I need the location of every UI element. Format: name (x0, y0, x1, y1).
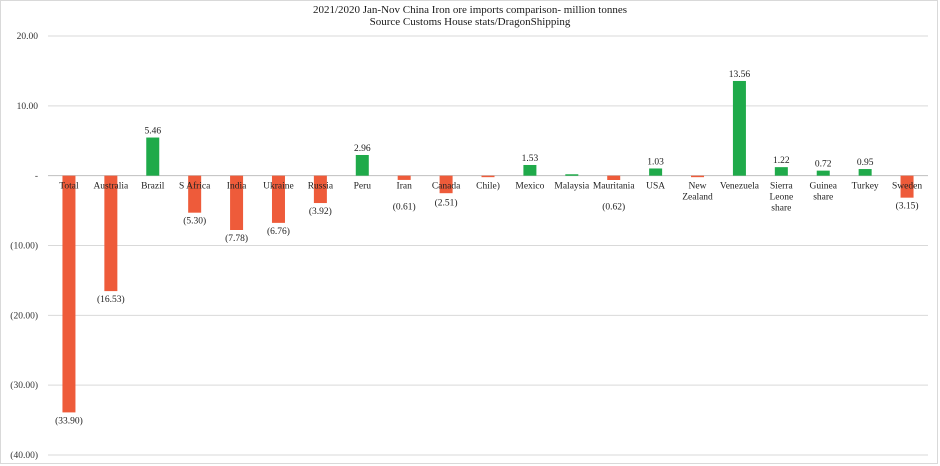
bar (230, 175, 244, 230)
category-label-line: Venezuela (720, 182, 760, 192)
y-tick-label: (20.00) (10, 310, 38, 321)
data-label: 2.96 (354, 144, 371, 154)
data-label: 0.72 (815, 160, 832, 170)
data-label: (2.51) (435, 198, 458, 209)
chart-subtitle: Source Customs House stats/DragonShippin… (369, 16, 571, 28)
bar (649, 168, 663, 176)
category-label-line: Mexico (515, 182, 544, 192)
bar (816, 170, 830, 176)
data-label: (3.15) (896, 201, 919, 212)
bar (355, 154, 369, 176)
category-label-line: Brazil (141, 182, 165, 192)
category-label: Brazil (141, 182, 165, 192)
data-label: 1.03 (647, 157, 664, 167)
bar (732, 80, 746, 176)
bar (481, 175, 495, 178)
y-tick-label: 10.00 (17, 102, 39, 112)
category-label: Canada (432, 182, 461, 192)
bar (62, 175, 76, 413)
category-label: New Zealand (682, 182, 713, 203)
bar (104, 175, 118, 292)
category-label-line: Australia (93, 182, 129, 192)
data-label: (0.62) (602, 202, 625, 213)
data-label: (3.92) (309, 206, 332, 217)
category-label-line: New (689, 182, 707, 192)
category-label-line: India (227, 182, 247, 192)
category-label: Iran (397, 182, 413, 192)
category-label: S Africa (179, 181, 211, 192)
bar (313, 175, 327, 204)
category-label-line: Ukraine (263, 182, 294, 192)
data-label: 13.56 (729, 70, 751, 80)
category-label-line: Chile) (476, 181, 500, 192)
category-label-line: Total (59, 182, 79, 192)
bar (565, 174, 579, 176)
data-label: 1.53 (522, 154, 539, 164)
bar (691, 175, 705, 178)
category-label: Mauritania (593, 182, 635, 192)
category-label: Total (59, 182, 79, 192)
category-label: Guinea share (810, 182, 838, 203)
bar (146, 137, 160, 176)
bar (858, 169, 872, 176)
category-label: Ukraine (263, 182, 294, 192)
bar (523, 164, 537, 176)
bar (188, 175, 202, 213)
category-label: Venezuela (720, 182, 760, 192)
y-tick-label: (10.00) (10, 241, 38, 252)
category-label-line: Zealand (682, 193, 713, 203)
category-label-line: Leone (769, 193, 793, 203)
bar (271, 175, 285, 223)
data-label: 5.46 (144, 127, 161, 137)
category-label: Turkey (852, 182, 879, 192)
data-label: (6.76) (267, 226, 290, 237)
bar (397, 175, 411, 180)
category-label-line: Iran (397, 182, 413, 192)
category-label-line: Russia (308, 182, 334, 192)
category-label: Malaysia (554, 182, 590, 192)
data-label: 1.22 (773, 156, 790, 166)
category-label-line: Mauritania (593, 182, 635, 192)
data-label: (16.53) (97, 294, 125, 305)
category-label: Peru (354, 182, 372, 192)
category-label-line: S Africa (179, 181, 211, 192)
category-label: Sierra Leone share (769, 182, 793, 214)
category-label: Russia (308, 182, 334, 192)
category-label-line: Canada (432, 182, 461, 192)
category-label: Sweden (892, 182, 922, 192)
category-label-line: share (771, 204, 791, 214)
y-tick-label: (30.00) (10, 380, 38, 391)
data-label: 0.95 (857, 158, 874, 168)
category-label-line: Peru (354, 182, 372, 192)
bar (439, 175, 453, 194)
data-label: (7.78) (225, 233, 248, 244)
category-label-line: Turkey (852, 182, 879, 192)
y-tick-label: 20.00 (17, 32, 39, 42)
y-tick-label: (40.00) (10, 450, 38, 461)
category-label: Mexico (515, 182, 544, 192)
chart-title: 2021/2020 Jan-Nov China Iron ore imports… (312, 4, 628, 16)
bar (607, 175, 621, 180)
category-label-line: share (813, 193, 833, 203)
category-label-line: USA (646, 182, 665, 192)
data-label: (0.61) (393, 202, 416, 213)
category-label-line: Guinea (810, 182, 838, 192)
data-label: (33.90) (55, 415, 83, 426)
bar (774, 167, 788, 176)
category-label-line: Sweden (892, 182, 922, 192)
category-label: Chile) (476, 181, 500, 192)
data-label: (5.30) (183, 216, 206, 227)
category-label: India (227, 182, 247, 192)
category-label: Australia (93, 182, 129, 192)
y-tick-label: - (35, 172, 38, 182)
category-label-line: Malaysia (554, 182, 590, 192)
category-label: USA (646, 182, 665, 192)
bar (900, 175, 914, 198)
category-label-line: Sierra (770, 182, 793, 192)
